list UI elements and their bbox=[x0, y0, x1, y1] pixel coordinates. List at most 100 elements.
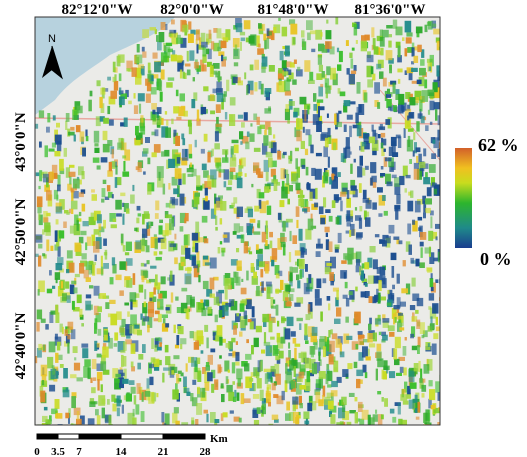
field-patch bbox=[262, 143, 268, 155]
field-patch bbox=[432, 303, 439, 314]
field-patch bbox=[428, 380, 433, 387]
field-patch bbox=[363, 141, 370, 150]
field-patch bbox=[225, 29, 231, 41]
field-patch bbox=[334, 244, 340, 250]
field-patch bbox=[376, 275, 383, 282]
field-patch bbox=[286, 61, 292, 68]
field-patch bbox=[173, 407, 179, 414]
field-patch bbox=[370, 177, 373, 186]
field-patch bbox=[200, 106, 207, 115]
field-patch bbox=[405, 174, 411, 179]
field-patch bbox=[56, 236, 60, 247]
scale-label: 14 bbox=[116, 446, 128, 457]
field-patch bbox=[392, 416, 397, 423]
field-patch bbox=[235, 276, 241, 286]
field-patch bbox=[405, 37, 412, 44]
field-patch bbox=[379, 266, 386, 276]
field-patch bbox=[357, 401, 363, 412]
field-patch bbox=[306, 183, 311, 190]
field-patch bbox=[112, 264, 117, 274]
field-patch bbox=[37, 289, 40, 296]
field-patch bbox=[41, 380, 45, 386]
field-patch bbox=[47, 356, 54, 369]
field-patch bbox=[245, 37, 252, 43]
field-patch bbox=[305, 166, 309, 176]
field-patch bbox=[435, 381, 440, 393]
field-patch bbox=[112, 403, 117, 412]
field-patch bbox=[233, 144, 239, 154]
field-patch bbox=[267, 373, 272, 382]
field-patch bbox=[70, 329, 76, 340]
field-patch bbox=[160, 69, 165, 80]
field-patch bbox=[196, 251, 200, 261]
field-patch bbox=[409, 382, 417, 389]
field-patch bbox=[191, 357, 198, 367]
field-patch bbox=[172, 389, 179, 400]
field-patch bbox=[262, 313, 270, 323]
field-patch bbox=[219, 336, 223, 346]
field-patch bbox=[326, 296, 331, 301]
field-patch bbox=[408, 113, 413, 119]
field-patch bbox=[417, 345, 420, 354]
field-patch bbox=[196, 185, 203, 191]
field-patch bbox=[249, 377, 254, 382]
field-patch bbox=[173, 106, 179, 114]
field-patch bbox=[290, 288, 295, 293]
field-patch bbox=[173, 129, 177, 137]
field-patch bbox=[426, 187, 432, 197]
field-patch bbox=[205, 195, 208, 202]
field-patch bbox=[69, 208, 72, 214]
field-patch bbox=[68, 171, 76, 177]
field-patch bbox=[44, 184, 50, 192]
field-patch bbox=[382, 314, 386, 320]
field-patch bbox=[374, 234, 380, 238]
field-patch bbox=[296, 166, 300, 178]
field-patch bbox=[202, 388, 205, 395]
field-patch bbox=[243, 112, 248, 121]
field-patch bbox=[385, 119, 391, 125]
field-patch bbox=[58, 268, 64, 273]
field-patch bbox=[304, 334, 308, 341]
field-patch bbox=[388, 224, 395, 234]
field-patch bbox=[334, 197, 342, 201]
field-patch bbox=[416, 32, 420, 38]
field-patch bbox=[369, 317, 372, 325]
field-patch bbox=[410, 333, 414, 339]
field-patch bbox=[214, 203, 217, 215]
field-patch bbox=[368, 323, 372, 331]
field-patch bbox=[224, 278, 232, 290]
legend-max: 62 % bbox=[478, 135, 519, 155]
field-patch bbox=[363, 210, 367, 220]
field-patch bbox=[217, 364, 222, 374]
field-patch bbox=[407, 200, 414, 212]
field-patch bbox=[93, 229, 100, 235]
field-patch bbox=[335, 17, 339, 25]
field-patch bbox=[99, 116, 105, 122]
field-patch bbox=[115, 199, 122, 210]
field-patch bbox=[411, 80, 417, 84]
field-patch bbox=[76, 418, 82, 425]
field-patch bbox=[81, 253, 87, 260]
field-patch bbox=[402, 260, 406, 267]
field-patch bbox=[130, 299, 133, 310]
field-patch bbox=[432, 139, 436, 144]
field-patch bbox=[298, 352, 302, 359]
field-patch bbox=[317, 99, 324, 103]
field-patch bbox=[95, 409, 99, 416]
field-patch bbox=[373, 46, 379, 55]
field-patch bbox=[181, 422, 189, 425]
field-patch bbox=[316, 121, 322, 132]
field-patch bbox=[189, 162, 193, 168]
field-patch bbox=[221, 98, 224, 110]
field-patch bbox=[289, 19, 296, 25]
field-patch bbox=[354, 397, 358, 402]
field-patch bbox=[292, 267, 298, 273]
field-patch bbox=[191, 420, 195, 425]
field-patch bbox=[79, 263, 85, 274]
field-patch bbox=[158, 171, 161, 181]
field-patch bbox=[206, 413, 209, 423]
field-patch bbox=[193, 331, 198, 341]
field-patch bbox=[263, 341, 271, 346]
field-patch bbox=[139, 122, 145, 131]
field-patch bbox=[331, 167, 338, 178]
